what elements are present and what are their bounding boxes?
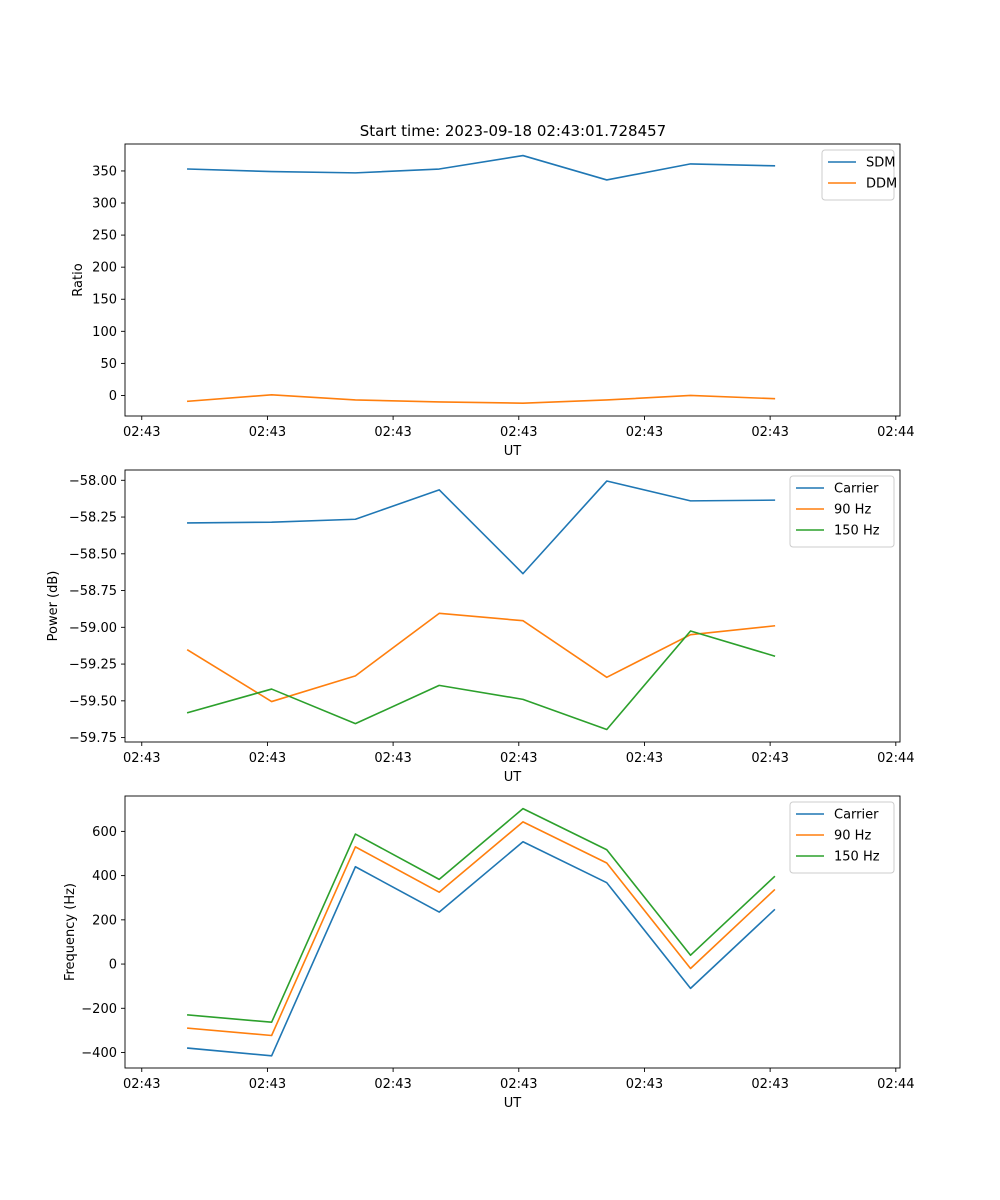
y-tick-label-ratio-6: 300 — [92, 197, 117, 212]
panel-power: 02:43 02:43 02:43 02:43 02:43 02:43 02:44 UT −59… — [46, 469, 915, 785]
x-tick-label-power-6: 02:44 — [877, 751, 914, 766]
x-tick-label-frequency-3: 02:43 — [500, 1077, 537, 1092]
y-tick-label-ratio-7: 350 — [92, 164, 117, 179]
y-tick-label-frequency-3: 200 — [92, 913, 117, 928]
y-tick-label-ratio-5: 250 — [92, 229, 117, 244]
legend-label-frequency-1: 90 Hz — [834, 829, 871, 844]
series-group-ratio — [186, 154, 776, 404]
legend-power: Carrier 90 Hz 150 Hz — [789, 475, 895, 548]
x-tick-label-power-1: 02:43 — [249, 751, 286, 766]
legend-label-ratio-1: DDM — [866, 177, 897, 192]
legend-label-power-1: 90 Hz — [834, 503, 871, 518]
x-tick-label-frequency-1: 02:43 — [249, 1077, 286, 1092]
x-tick-label-frequency-5: 02:43 — [751, 1077, 788, 1092]
x-axis-label-power: UT — [504, 770, 522, 785]
panel-ratio: 02:43 02:43 02:43 02:43 02:43 02:43 02:44 UT 0 50… — [71, 143, 915, 459]
y-tick-label-power-5: −58.50 — [69, 547, 117, 562]
y-tick-label-power-2: −59.25 — [69, 658, 117, 673]
panels: 02:43 02:43 02:43 02:43 02:43 02:43 02:44 UT 0 50… — [46, 143, 915, 1111]
x-tick-label-frequency-2: 02:43 — [374, 1077, 411, 1092]
legend-ratio: SDM DDM — [821, 149, 897, 201]
y-tick-label-ratio-1: 50 — [100, 357, 117, 372]
y-tick-label-power-7: −58.00 — [69, 474, 117, 489]
legend-frequency: Carrier 90 Hz 150 Hz — [789, 801, 895, 874]
y-tick-label-power-4: −58.75 — [69, 584, 117, 599]
y-tick-label-ratio-4: 200 — [92, 261, 117, 276]
y-tick-label-ratio-2: 100 — [92, 325, 117, 340]
axes-frame-ratio — [124, 143, 901, 417]
legend-label-ratio-0: SDM — [866, 156, 895, 171]
y-tick-label-ratio-3: 150 — [92, 293, 117, 308]
y-tick-label-frequency-4: 400 — [92, 869, 117, 884]
x-tick-label-power-5: 02:43 — [751, 751, 788, 766]
figure-title: Start time: 2023-09-18 02:43:01.728457 — [360, 122, 666, 140]
y-tick-label-power-3: −59.00 — [69, 621, 117, 636]
legend-label-frequency-2: 150 Hz — [834, 850, 880, 865]
series-line-power-0 — [187, 480, 776, 575]
x-tick-label-ratio-0: 02:43 — [123, 425, 160, 440]
legend-label-power-2: 150 Hz — [834, 524, 880, 539]
x-tick-label-ratio-2: 02:43 — [374, 425, 411, 440]
series-group-frequency — [186, 807, 776, 1057]
x-axis-label-frequency: UT — [504, 1096, 522, 1111]
series-line-power-1 — [186, 612, 776, 703]
x-tick-label-ratio-4: 02:43 — [626, 425, 663, 440]
series-line-frequency-2 — [186, 807, 776, 1024]
x-tick-label-ratio-5: 02:43 — [751, 425, 788, 440]
x-tick-label-power-0: 02:43 — [123, 751, 160, 766]
x-tick-label-frequency-4: 02:43 — [626, 1077, 663, 1092]
axes-frame-power — [124, 469, 901, 743]
y-tick-label-frequency-2: 0 — [109, 958, 117, 973]
axes-frame-frequency — [124, 795, 901, 1069]
series-line-frequency-0 — [186, 840, 776, 1057]
y-tick-label-frequency-5: 600 — [92, 825, 117, 840]
y-tick-label-ratio-0: 0 — [109, 389, 117, 404]
series-line-power-2 — [186, 630, 776, 731]
y-tick-label-power-6: −58.25 — [69, 511, 117, 526]
panel-frequency: 02:43 02:43 02:43 02:43 02:43 02:43 02:44 UT −40… — [63, 795, 915, 1111]
y-axis-label-ratio: Ratio — [71, 263, 86, 296]
y-tick-label-power-1: −59.50 — [69, 694, 117, 709]
series-line-ratio-0 — [187, 154, 776, 181]
y-tick-label-power-0: −59.75 — [69, 731, 117, 746]
y-axis-label-frequency: Frequency (Hz) — [63, 883, 78, 981]
y-tick-label-frequency-1: −200 — [81, 1002, 117, 1017]
x-axis-label-ratio: UT — [504, 444, 522, 459]
y-axis-label-power: Power (dB) — [46, 571, 61, 642]
series-line-ratio-1 — [186, 394, 776, 404]
y-tick-label-frequency-0: −400 — [81, 1046, 117, 1061]
series-group-power — [186, 480, 776, 731]
x-tick-label-power-4: 02:43 — [626, 751, 663, 766]
x-tick-label-power-2: 02:43 — [374, 751, 411, 766]
x-tick-label-frequency-0: 02:43 — [123, 1077, 160, 1092]
legend-label-frequency-0: Carrier — [834, 808, 879, 823]
legend-label-power-0: Carrier — [834, 482, 879, 497]
x-tick-label-ratio-1: 02:43 — [249, 425, 286, 440]
x-tick-label-power-3: 02:43 — [500, 751, 537, 766]
x-tick-label-ratio-6: 02:44 — [877, 425, 914, 440]
x-tick-label-ratio-3: 02:43 — [500, 425, 537, 440]
x-tick-label-frequency-6: 02:44 — [877, 1077, 914, 1092]
series-line-frequency-1 — [186, 821, 776, 1037]
